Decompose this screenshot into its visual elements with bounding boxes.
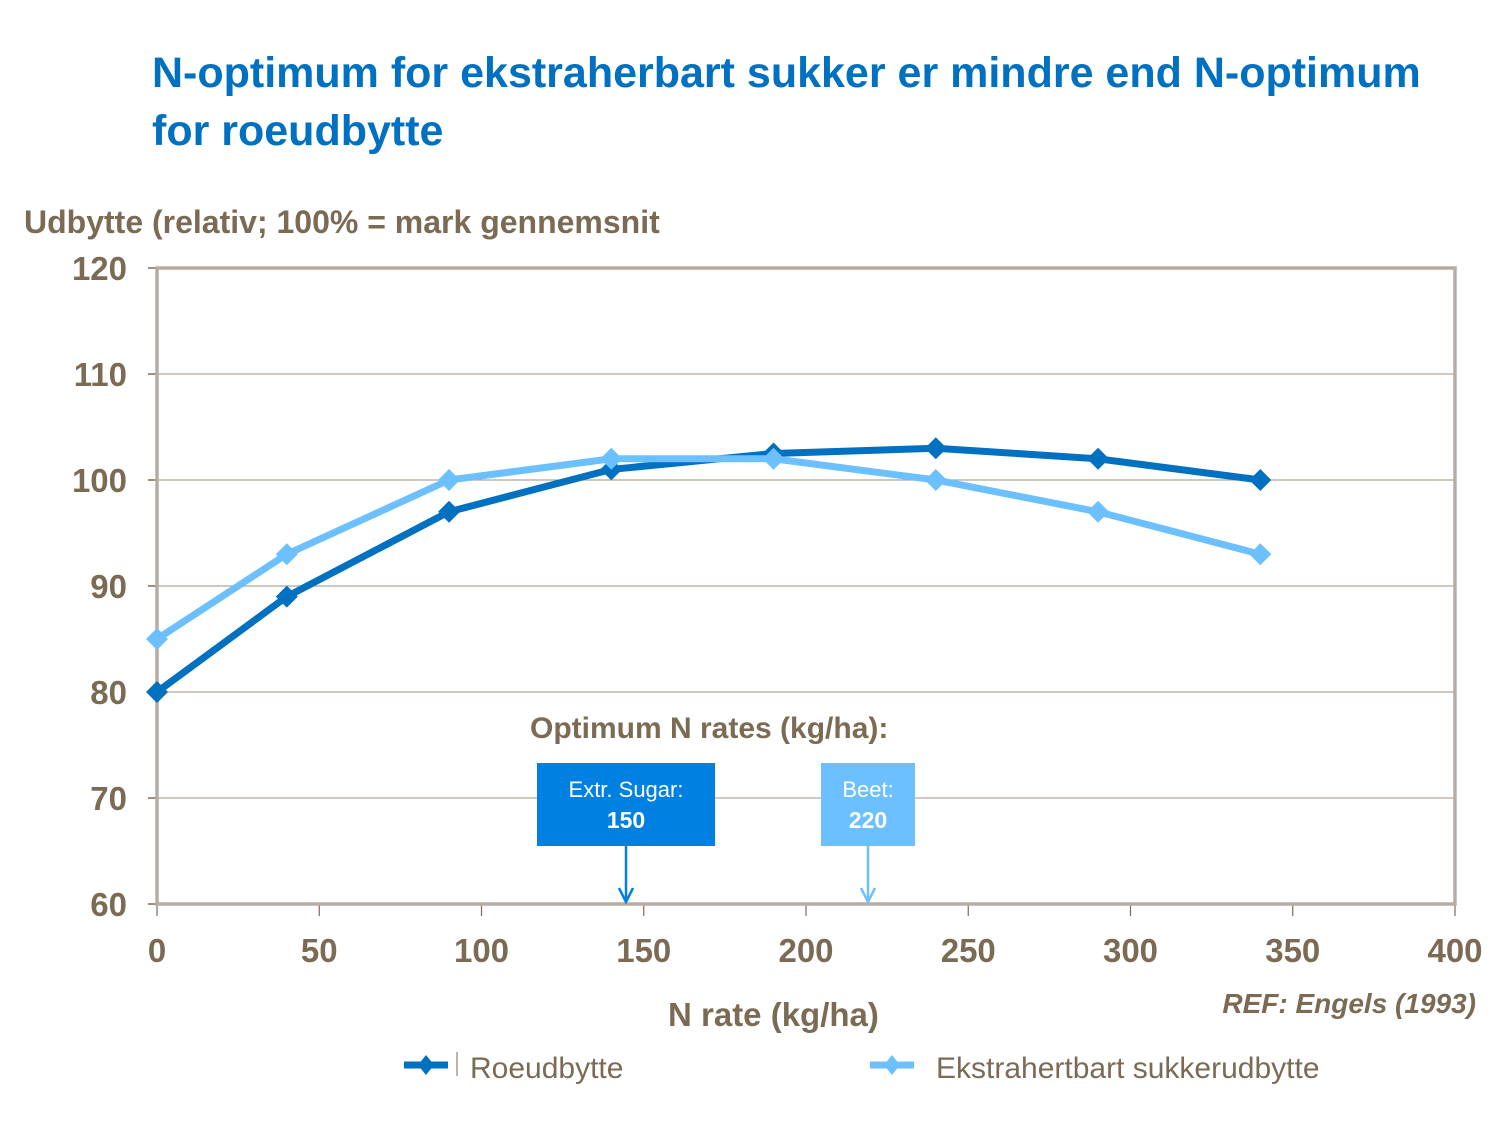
data-point (275, 585, 298, 608)
legend-label: Ekstrahertbart sukkerudbytte (936, 1052, 1320, 1085)
data-point (146, 628, 168, 650)
x-tick-label: 0 (148, 932, 166, 969)
series-line-ekstrahertbart (155, 455, 1262, 642)
data-point (146, 681, 168, 703)
series-group (146, 437, 1272, 703)
legend-label: Roeudbytte (470, 1052, 624, 1085)
data-point (600, 447, 623, 470)
data-point (924, 437, 947, 460)
legend-marker-icon (404, 1052, 458, 1076)
data-point (438, 500, 461, 523)
optimum-heading: Optimum N rates (kg/ha): (530, 712, 889, 745)
data-point (438, 469, 461, 491)
optimum-box-label: Extr. Sugar: (568, 777, 684, 802)
x-tick-label: 300 (1103, 932, 1158, 969)
y-tick-label: 110 (74, 356, 127, 393)
data-point (924, 469, 947, 491)
x-tick-label: 400 (1427, 932, 1482, 969)
data-point (1249, 543, 1272, 566)
optimum-box-beet: Beet: 220 (821, 763, 915, 846)
data-point (1087, 447, 1110, 470)
y-tick-label: 120 (72, 250, 127, 287)
series-line-roeudbytte (154, 444, 1261, 695)
data-point (762, 447, 785, 470)
optimum-box-value: 150 (606, 807, 646, 833)
legend-marker-icon (870, 1055, 914, 1075)
y-tick-label: 60 (90, 886, 127, 923)
x-tick-label: 250 (941, 932, 996, 969)
y-tick-label: 90 (90, 568, 127, 605)
x-axis-label: N rate (kg/ha) (668, 996, 879, 1033)
data-point (275, 543, 298, 566)
optimum-box-value: 220 (848, 807, 888, 833)
optimum-box-extr-sugar: Extr. Sugar: 150 (537, 763, 715, 846)
axes: 60 70 80 90 100 110 120 0 50 100 150 200 250 300 350 40… (72, 250, 1483, 969)
data-point (1087, 500, 1110, 523)
x-tick-label: 50 (301, 932, 338, 969)
y-tick-label: 80 (90, 674, 127, 711)
reference-note: REF: Engels (1993) (1222, 988, 1476, 1019)
y-tick-label: 100 (72, 462, 127, 499)
x-tick-label: 350 (1265, 932, 1320, 969)
optimum-arrows (617, 846, 877, 905)
y-axis-label: Udbytte (relativ; 100% = mark gennemsnit (24, 204, 660, 240)
data-point (1249, 469, 1272, 491)
plot-border (155, 266, 1457, 906)
y-tick-label: 70 (90, 780, 127, 817)
x-tick-label: 150 (616, 932, 671, 969)
arrow-head-icon (859, 887, 877, 905)
optimum-box-label: Beet: (842, 777, 894, 802)
x-tick-label: 200 (778, 932, 833, 969)
arrow-head-icon (617, 887, 635, 905)
slide-title: N-optimum for ekstraherbart sukker er mi… (152, 49, 1421, 155)
x-tick-label: 100 (454, 932, 509, 969)
